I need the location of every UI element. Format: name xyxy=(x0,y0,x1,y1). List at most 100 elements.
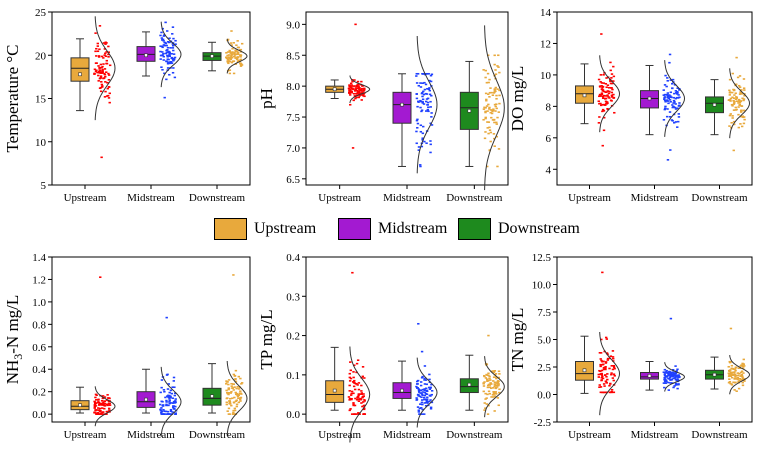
data-point xyxy=(105,71,108,73)
data-point xyxy=(429,399,432,401)
data-point xyxy=(422,396,426,399)
series-upstream xyxy=(325,271,371,443)
data-point xyxy=(663,368,667,371)
data-point xyxy=(430,116,433,118)
data-point xyxy=(159,408,162,411)
data-point xyxy=(494,373,498,375)
data-point xyxy=(429,140,432,142)
data-point xyxy=(673,385,676,387)
data-point xyxy=(426,72,430,75)
data-point xyxy=(239,50,243,53)
y-tick-label: 0.6 xyxy=(32,342,46,354)
data-point xyxy=(603,116,606,119)
y-tick-label: 0.3 xyxy=(286,291,300,303)
data-point xyxy=(610,73,614,75)
data-point xyxy=(165,399,168,402)
data-point xyxy=(663,99,667,102)
chart-panel-2: 6.5 7.0 7.5 8.0 8.5 9.0 pH Upstream Midstream Dow… xyxy=(257,11,509,204)
data-point xyxy=(239,390,242,392)
data-point xyxy=(605,375,608,378)
data-point xyxy=(670,82,674,85)
data-point xyxy=(675,370,678,372)
data-point xyxy=(606,90,609,92)
data-point xyxy=(103,402,106,405)
legend-item-upstream: Upstream xyxy=(214,214,316,244)
data-point xyxy=(174,43,177,45)
data-point xyxy=(415,97,419,100)
data-point xyxy=(420,110,423,113)
data-point xyxy=(489,379,492,381)
data-point xyxy=(107,45,110,48)
data-point xyxy=(423,413,426,415)
data-point xyxy=(610,91,614,94)
data-point xyxy=(670,119,674,121)
data-point xyxy=(488,78,491,81)
data-point xyxy=(494,69,497,71)
data-point xyxy=(612,364,616,367)
data-point xyxy=(678,102,681,104)
data-point xyxy=(357,93,360,96)
data-point xyxy=(729,100,732,102)
data-point xyxy=(668,115,672,118)
data-point xyxy=(350,390,354,393)
data-point xyxy=(225,52,228,54)
data-point xyxy=(430,124,434,126)
data-point xyxy=(167,383,170,385)
data-point xyxy=(160,386,163,389)
data-point xyxy=(668,94,671,96)
data-point xyxy=(354,90,357,92)
data-point xyxy=(160,379,164,381)
data-point xyxy=(229,397,232,400)
data-point xyxy=(173,408,176,410)
data-point xyxy=(174,400,177,402)
series-midstream xyxy=(136,21,182,99)
y-tick-label: 5 xyxy=(41,180,47,192)
data-point xyxy=(732,368,735,371)
data-point xyxy=(486,72,490,75)
data-point xyxy=(104,55,108,58)
data-point xyxy=(423,391,427,394)
data-point xyxy=(599,386,603,388)
data-point xyxy=(741,384,745,387)
data-point xyxy=(225,401,228,404)
data-point xyxy=(492,133,496,135)
data-point xyxy=(676,378,679,380)
data-point xyxy=(488,91,492,94)
data-point xyxy=(599,358,602,360)
data-point xyxy=(362,393,365,395)
data-point xyxy=(671,87,674,89)
data-point xyxy=(172,37,175,40)
data-point xyxy=(672,102,675,104)
data-point xyxy=(497,384,500,387)
data-point xyxy=(348,376,352,379)
data-point xyxy=(497,54,500,57)
data-point xyxy=(352,92,356,95)
data-point xyxy=(664,100,667,103)
data-point xyxy=(608,97,611,99)
data-point xyxy=(350,91,353,94)
data-point xyxy=(348,380,352,382)
data-point xyxy=(600,93,604,96)
data-point xyxy=(232,373,235,376)
data-point xyxy=(427,110,430,113)
data-point xyxy=(232,389,235,391)
data-point xyxy=(605,102,609,105)
data-point xyxy=(93,68,97,71)
data-point xyxy=(485,105,489,107)
data-point xyxy=(608,391,612,394)
data-point xyxy=(97,398,100,401)
data-point xyxy=(674,97,677,100)
data-point xyxy=(484,392,487,395)
data-point xyxy=(604,98,607,100)
distribution-curve xyxy=(160,21,182,88)
series-downstream xyxy=(459,25,505,191)
data-point xyxy=(101,413,104,415)
data-point xyxy=(417,393,420,396)
data-point xyxy=(730,383,734,386)
data-point xyxy=(166,55,169,58)
data-point xyxy=(169,408,173,411)
data-point xyxy=(488,375,491,378)
data-point xyxy=(493,63,496,66)
data-point xyxy=(740,364,744,367)
data-point xyxy=(232,53,235,55)
